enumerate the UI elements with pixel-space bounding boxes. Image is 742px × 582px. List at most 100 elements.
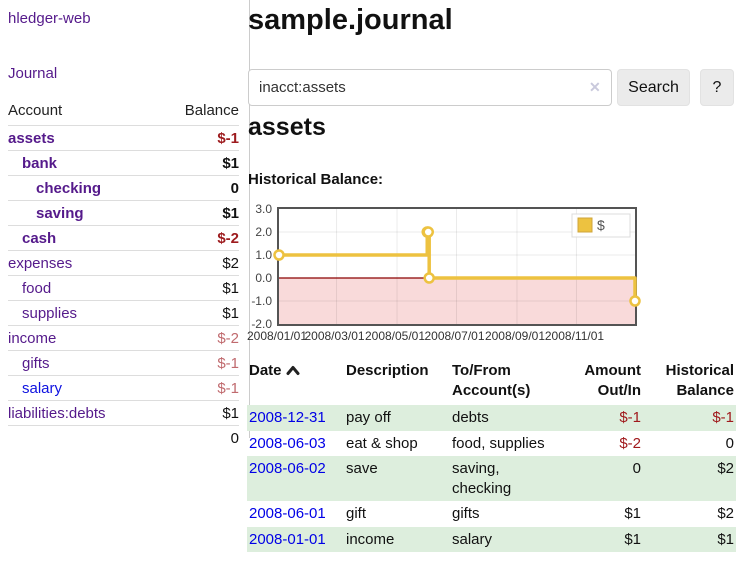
account-link-income[interactable]: income — [8, 329, 57, 347]
register-table: Date Description To/From Account(s) Amou… — [247, 358, 736, 552]
x-axis-tick-label: 2008/11/01 — [544, 329, 605, 343]
transaction-description: save — [346, 460, 378, 477]
main-content: sample.journal ✕ Search ? assets Histori… — [247, 0, 738, 552]
help-button[interactable]: ? — [700, 69, 734, 106]
search-input[interactable] — [248, 69, 612, 106]
legend-swatch — [577, 217, 593, 233]
y-axis-tick-label: 1.0 — [255, 248, 272, 262]
transaction-balance: 0 — [725, 434, 734, 452]
transaction-date-link[interactable]: 2008-01-01 — [249, 530, 326, 548]
account-heading: assets — [248, 113, 326, 141]
account-row: assets $-1 — [8, 125, 239, 151]
register-header-accounts: To/From Account(s) — [452, 362, 531, 399]
account-link-liabilities-debts[interactable]: liabilities:debts — [8, 404, 106, 422]
clear-search-icon[interactable]: ✕ — [589, 79, 601, 95]
register-row: 2008-12-31 pay off debts $-1 $-1 — [247, 405, 736, 431]
account-link-food[interactable]: food — [22, 279, 52, 297]
transaction-amount: 0 — [632, 460, 641, 477]
register-row: 2008-06-03 eat & shop food, supplies $-2 0 — [247, 431, 736, 457]
account-row: saving $1 — [8, 200, 239, 226]
y-axis-tick-label: 2.0 — [255, 225, 272, 239]
account-link-supplies[interactable]: supplies — [22, 304, 78, 322]
register-header-date-label: Date — [249, 362, 282, 379]
page-title: sample.journal — [248, 4, 453, 36]
account-link-assets[interactable]: assets — [8, 129, 55, 147]
account-balance: $1 — [156, 275, 239, 301]
legend-label: $ — [597, 217, 605, 233]
account-balance: $-2 — [156, 225, 239, 251]
sidebar: hledger-web Journal Account Balance asse… — [0, 0, 250, 450]
account-link-cash[interactable]: cash — [22, 229, 57, 247]
accounts-total-value: 0 — [156, 425, 239, 450]
account-row: food $1 — [8, 275, 239, 301]
account-balance: $-1 — [156, 125, 239, 151]
chart-title: Historical Balance: — [248, 171, 384, 188]
sidebar-item-journal[interactable]: Journal — [8, 65, 58, 82]
accounts-total-row: 0 — [8, 425, 239, 450]
transaction-amount: $-2 — [619, 434, 641, 452]
transaction-date-link[interactable]: 2008-06-01 — [249, 505, 326, 522]
transaction-accounts: food, supplies — [452, 434, 545, 452]
transaction-accounts: salary — [452, 530, 493, 548]
account-row: bank $1 — [8, 150, 239, 176]
account-balance: $1 — [156, 300, 239, 326]
data-point-marker — [629, 295, 641, 307]
y-axis-tick-label: -1.0 — [251, 294, 272, 308]
search-button[interactable]: Search — [617, 69, 690, 106]
x-axis-tick-label: 2008/07/01 — [424, 329, 485, 343]
account-row: checking 0 — [8, 175, 239, 201]
sort-ascending-icon — [286, 362, 300, 382]
y-axis-tick-label: 3.0 — [255, 202, 272, 216]
transaction-date-link[interactable]: 2008-06-03 — [249, 434, 326, 452]
account-balance: $-2 — [156, 325, 239, 351]
data-point-marker — [422, 226, 434, 238]
transaction-date-link[interactable]: 2008-12-31 — [249, 409, 326, 426]
account-link-expenses[interactable]: expenses — [8, 254, 73, 272]
account-balance: $1 — [156, 200, 239, 226]
register-row: 2008-06-02 save saving, checking 0 $2 — [247, 456, 736, 501]
transaction-description: pay off — [346, 409, 391, 426]
account-link-saving[interactable]: saving — [36, 204, 84, 222]
register-row: 2008-06-01 gift gifts $1 $2 — [247, 501, 736, 527]
accounts-header-balance: Balance — [156, 98, 239, 126]
transaction-date-link[interactable]: 2008-06-02 — [249, 460, 326, 477]
register-header-balance: Historical Balance — [665, 362, 734, 399]
account-row: supplies $1 — [8, 300, 239, 326]
y-axis-tick-label: -2.0 — [251, 317, 272, 331]
chart-canvas: $ — [273, 209, 641, 324]
account-link-salary[interactable]: salary — [22, 379, 63, 397]
transaction-accounts: saving, checking — [452, 460, 512, 497]
account-link-checking[interactable]: checking — [36, 179, 102, 197]
register-row: 2008-01-01 income salary $1 $1 — [247, 526, 736, 552]
transaction-balance: $2 — [717, 505, 734, 522]
account-balance: $-1 — [156, 375, 239, 401]
x-axis-tick-label: 2008/01/01 — [246, 329, 308, 343]
historical-balance-chart: $ 3.0 2.0 1.0 0.0 -1.0 -2.0 2008/01/01 2008/03… — [247, 200, 738, 348]
chart-plot-area: $ — [273, 207, 641, 326]
x-axis-tick-label: 2008/05/01 — [364, 329, 426, 343]
account-row: liabilities:debts $1 — [8, 400, 239, 426]
app-brand-link[interactable]: hledger-web — [8, 10, 91, 27]
account-row: income $-2 — [8, 325, 239, 351]
register-header-date[interactable]: Date — [247, 358, 344, 405]
transaction-amount: $1 — [624, 530, 641, 548]
register-header-amount: Amount Out/In — [584, 362, 641, 399]
accounts-header-account: Account — [8, 98, 157, 126]
search-form: ✕ Search ? — [248, 69, 738, 107]
transaction-amount: $1 — [624, 505, 641, 522]
y-axis-tick-label: 0.0 — [255, 271, 272, 285]
account-balance: $-1 — [156, 350, 239, 376]
data-point-marker — [423, 272, 435, 284]
account-balance: 0 — [156, 175, 239, 201]
x-axis-tick-label: 2008/03/01 — [304, 329, 365, 343]
x-axis-tick-label: 2008/09/01 — [484, 329, 546, 343]
account-link-gifts[interactable]: gifts — [22, 354, 50, 372]
account-link-bank[interactable]: bank — [22, 154, 58, 172]
accounts-table: Account Balance assets $-1 bank $1 checking 0… — [8, 98, 239, 450]
account-row: gifts $-1 — [8, 350, 239, 376]
account-balance: $1 — [156, 400, 239, 426]
data-point-marker — [273, 249, 285, 261]
transaction-accounts: debts — [452, 409, 489, 426]
register-header-description: Description — [346, 362, 429, 379]
negative-region — [279, 278, 635, 324]
